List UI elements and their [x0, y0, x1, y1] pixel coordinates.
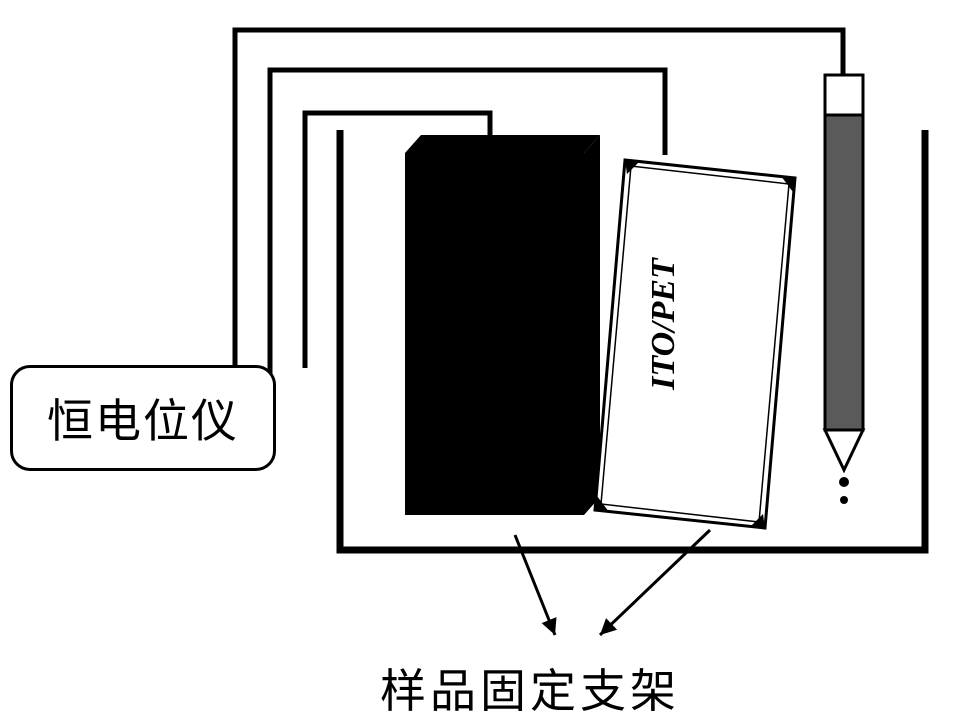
reference-electrode-cap: [825, 75, 863, 115]
counter-electrode-front: [405, 153, 584, 515]
arrow-from-ito-plate: [600, 530, 710, 635]
electrode-drop-1: [839, 477, 849, 487]
sample-holder-caption: 样品固定支架: [380, 655, 680, 721]
counter-electrode-side: [584, 135, 600, 515]
electrode-drop-2: [840, 496, 848, 504]
ito-pet-label: ITO/PET: [645, 254, 683, 394]
ito-holder-frame: [595, 160, 795, 528]
counter-electrode-top: [405, 135, 600, 153]
reference-electrode-tip: [825, 430, 863, 470]
potentiostat-box: 恒电位仪: [10, 365, 276, 471]
reference-electrode-body: [825, 115, 863, 430]
potentiostat-label: 恒电位仪: [47, 385, 239, 451]
